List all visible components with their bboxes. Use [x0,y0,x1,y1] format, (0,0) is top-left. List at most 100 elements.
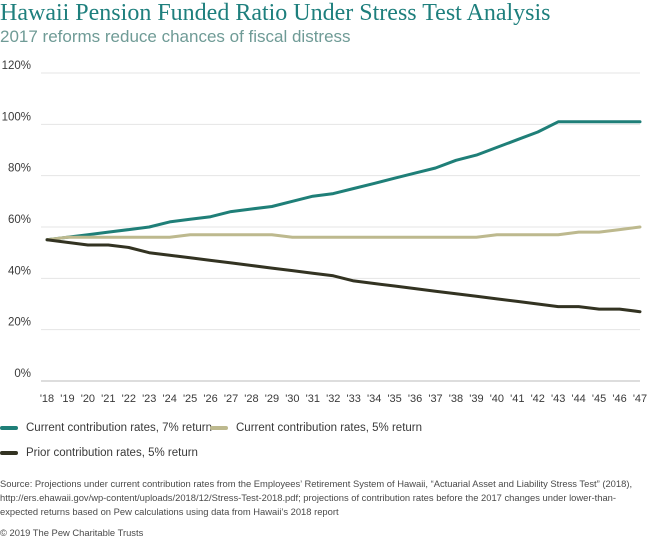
data-point [271,267,273,269]
data-point [230,262,232,264]
data-point [66,241,68,243]
x-tick-label: '31 [306,393,320,405]
y-tick-label: 80% [8,163,31,175]
legend-label: Current contribution rates, 5% return [236,422,423,434]
y-tick-label: 60% [8,214,31,226]
data-point [169,236,171,238]
x-tick-label: '33 [347,393,361,405]
data-point [291,236,293,238]
data-point [128,236,130,238]
data-point [578,231,580,233]
data-point [210,234,212,236]
data-point [414,288,416,290]
data-point [128,247,130,249]
data-point [312,272,314,274]
y-tick-label: 100% [2,111,31,123]
legend-item-current-7: Current contribution rates, 7% return [0,422,212,434]
data-point [537,131,539,133]
x-tick-label: '29 [265,393,279,405]
data-point [578,306,580,308]
x-tick-label: '18 [40,393,54,405]
data-point [189,257,191,259]
y-tick-label: 0% [14,368,31,380]
data-point [250,265,252,266]
data-point [557,121,559,123]
line-chart: 0% 20% 40% 60% 80% 100% 120% '18 '19 '20 '21 '22 '23… [2,60,648,405]
data-point [291,200,293,202]
data-point [332,236,334,238]
data-point [537,303,539,305]
y-tick-label: 20% [8,317,31,329]
data-point [557,234,559,236]
x-tick-label: '47 [633,393,647,405]
x-tick-label: '30 [285,393,299,405]
data-point [598,121,600,123]
data-point [353,236,355,238]
legend-label: Current contribution rates, 7% return [26,422,213,434]
x-tick-label: '22 [122,393,136,405]
data-point [353,280,355,282]
data-point [189,218,191,220]
x-tick-label: '36 [408,393,422,405]
data-point [271,234,273,236]
x-tick-label: '20 [81,393,95,405]
data-point [516,234,518,236]
data-point [414,172,416,174]
data-point [516,300,518,302]
data-point [230,211,232,213]
data-point [394,285,396,287]
x-tick-label: '45 [592,393,606,405]
chart-subtitle: 2017 reforms reduce chances of fiscal di… [0,27,351,46]
x-tick-label: '21 [101,393,115,405]
data-point [557,306,559,308]
x-tick-label: '23 [142,393,156,405]
data-point [455,293,457,295]
data-point [148,226,150,228]
x-tick-label: '32 [326,393,340,405]
data-point [373,182,375,184]
data-point [353,188,355,189]
chart-title: Hawaii Pension Funded Ratio Under Stress… [0,0,551,26]
data-point [435,167,437,169]
data-point [435,290,437,292]
series-line-2 [45,238,642,314]
y-tick-label: 120% [2,60,31,72]
data-point [128,229,130,231]
data-point [373,282,375,284]
x-tick-label: '38 [449,393,463,405]
data-point [210,259,212,261]
data-point [394,236,396,238]
data-point [169,254,171,256]
data-point [332,275,334,277]
data-point [250,234,252,236]
x-tick-label: '34 [367,393,381,405]
data-point [496,234,498,236]
data-point [455,159,457,161]
data-point [475,236,477,238]
data-point [210,216,212,218]
x-tick-label: '35 [387,393,401,405]
source-note: Source: Projections under current contri… [0,478,633,517]
data-point [414,236,416,238]
data-point [639,311,641,313]
x-tick-label: '44 [571,393,585,405]
data-point [455,236,457,238]
chart-legend: Current contribution rates, 7% return Cu… [0,420,650,460]
data-point [271,205,273,207]
data-point [291,270,293,272]
data-point [496,146,498,148]
data-point [66,236,68,238]
data-point [46,239,48,241]
x-tick-label: '28 [244,393,258,405]
data-point [619,121,621,123]
legend-swatch-teal [0,426,18,430]
x-tick-label: '25 [183,393,197,405]
series-line-1 [45,225,642,242]
data-point [475,295,477,297]
data-point [537,234,539,236]
data-point [148,252,150,254]
data-point [435,236,437,238]
data-point [230,234,232,236]
data-point [619,229,621,231]
x-tick-label: '26 [203,393,217,405]
